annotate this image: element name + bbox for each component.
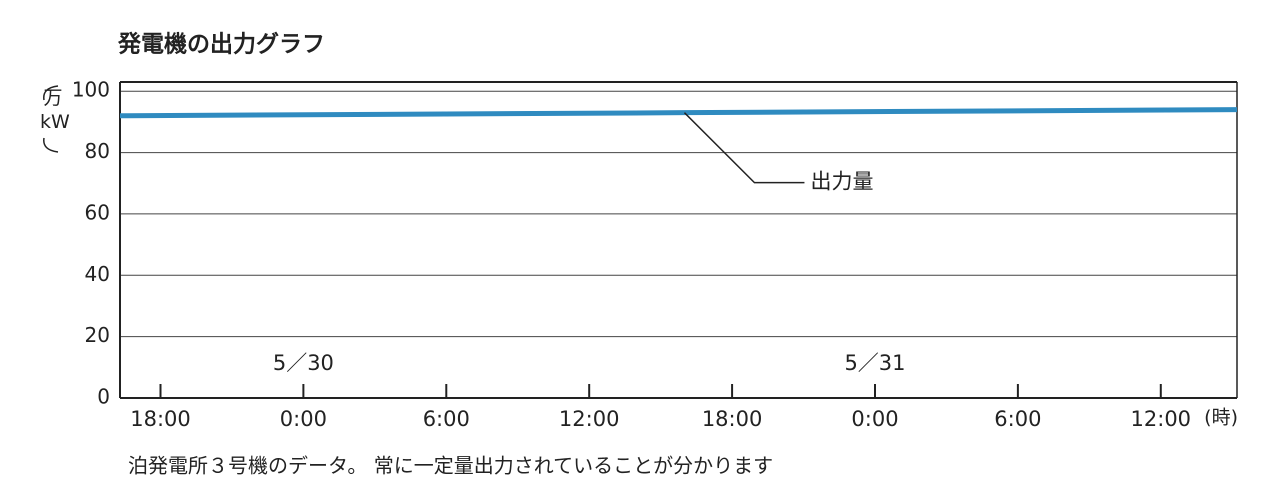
y-tick-label: 100: [72, 78, 110, 102]
x-tick-label: 6:00: [994, 407, 1041, 431]
y-tick-label: 80: [85, 139, 110, 163]
x-unit: (時): [1204, 407, 1238, 429]
y-tick-label: 20: [85, 323, 110, 347]
date-label: 5／31: [844, 351, 905, 375]
y-tick-label: 0: [97, 385, 110, 409]
y-label-brackets: [43, 85, 59, 153]
y-tick-label: 40: [85, 262, 110, 286]
x-tick-label: 12:00: [559, 407, 620, 431]
annotation-leader: [683, 112, 805, 184]
date-label: 5／30: [273, 351, 334, 375]
x-tick-label: 18:00: [130, 407, 191, 431]
y-tick-label: 60: [85, 200, 110, 224]
series-line: [119, 107, 1238, 119]
x-tick-label: 18:00: [702, 407, 763, 431]
caption: 泊発電所３号機のデータ。 常に一定量出力されていることが分かります: [128, 454, 773, 478]
chart-title: 発電機の出力グラフ: [117, 31, 325, 58]
x-tick-label: 6:00: [423, 407, 470, 431]
x-tick-label: 12:00: [1131, 407, 1192, 431]
x-tick-label: 0:00: [280, 407, 327, 431]
x-tick-label: 0:00: [851, 407, 898, 431]
y-label: 万kW: [40, 87, 70, 133]
series-label: 出力量: [810, 170, 873, 194]
